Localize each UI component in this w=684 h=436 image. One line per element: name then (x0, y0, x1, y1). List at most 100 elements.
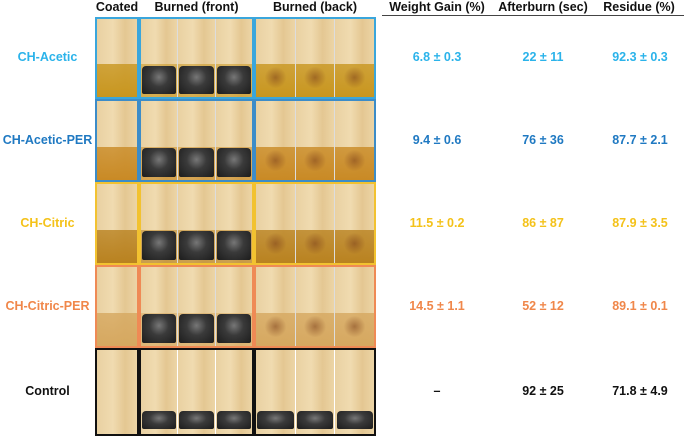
char-layer (179, 314, 214, 343)
wood-sample (141, 19, 178, 97)
wood-sample (178, 184, 215, 263)
afterburn-value: 76 ± 36 (522, 132, 564, 147)
coated-photo (95, 182, 139, 265)
sample-row: CH-Citric-PER 14.5 ± 1.1 52 ± 12 89.1 ± 0.… (0, 265, 684, 348)
wood-sample (97, 101, 137, 180)
wood-sample (295, 184, 335, 263)
weight-gain-value: 6.8 ± 0.3 (412, 50, 462, 64)
residue-value: 87.7 ± 2.1 (612, 132, 668, 147)
sample-photos (95, 182, 376, 265)
wood-sample (178, 350, 215, 434)
sample-label: CH-Acetic-PER (2, 132, 93, 147)
header-burned-back: Burned (back) (272, 0, 358, 14)
wood-sample (256, 267, 295, 346)
char-layer (179, 410, 214, 429)
wood-sample (335, 350, 374, 434)
wood-sample (256, 101, 295, 180)
coated-photo (95, 265, 139, 348)
header-residue: Residue (%) (603, 0, 675, 14)
char-layer (216, 314, 251, 343)
wood-sample (178, 19, 215, 97)
char-layer (216, 231, 251, 260)
wood-sample (335, 19, 374, 97)
table-header-rule (382, 15, 684, 16)
coated-photo (95, 348, 139, 436)
char-layer (216, 148, 251, 177)
header-burned-front: Burned (front) (154, 0, 239, 14)
burned-back-photo (254, 99, 376, 182)
wood-sample (295, 101, 335, 180)
wood-sample (256, 19, 295, 97)
burned-front-photo (139, 17, 254, 99)
weight-gain-value: – (433, 384, 441, 398)
char-layer (179, 65, 214, 94)
header-afterburn: Afterburn (sec) (498, 0, 588, 14)
wood-sample (141, 350, 178, 434)
char-layer (179, 148, 214, 177)
weight-gain-value: 11.5 ± 0.2 (409, 215, 465, 230)
coated-photo (95, 99, 139, 182)
burned-front-photo (139, 99, 254, 182)
wood-sample (178, 101, 215, 180)
burned-back-photo (254, 182, 376, 265)
wood-sample (141, 184, 178, 263)
wood-sample (97, 184, 137, 263)
sample-photos (95, 99, 376, 182)
char-layer (142, 314, 177, 343)
char-layer (216, 65, 251, 94)
char-layer (142, 231, 177, 260)
afterburn-value: 52 ± 12 (522, 298, 564, 313)
sample-row: CH-Acetic-PER 9.4 ± 0.6 76 ± 36 87.7 ± 2.1 (0, 99, 684, 182)
wood-sample (97, 267, 137, 346)
coated-photo (95, 17, 139, 99)
wood-sample (295, 19, 335, 97)
afterburn-value: 92 ± 25 (522, 384, 564, 398)
burned-front-photo (139, 348, 254, 436)
burned-back-photo (254, 348, 376, 436)
afterburn-value: 86 ± 87 (522, 215, 564, 230)
sample-row: CH-Citric 11.5 ± 0.2 86 ± 87 87.9 ± 3.5 (0, 182, 684, 265)
burned-front-photo (139, 182, 254, 265)
char-layer (296, 410, 334, 429)
wood-sample (295, 350, 335, 434)
wood-sample (97, 19, 137, 97)
wood-sample (215, 19, 252, 97)
wood-sample (97, 350, 137, 434)
wood-sample (215, 101, 252, 180)
sample-label: CH-Citric-PER (5, 298, 90, 313)
wood-sample (256, 184, 295, 263)
char-layer (142, 65, 177, 94)
sample-photos (95, 265, 376, 348)
sample-photos (95, 17, 376, 99)
wood-sample (335, 184, 374, 263)
wood-sample (178, 267, 215, 346)
char-layer (216, 410, 251, 429)
weight-gain-value: 14.5 ± 1.1 (409, 298, 465, 313)
char-layer (142, 148, 177, 177)
wood-sample (256, 350, 295, 434)
header-weight-gain: Weight Gain (%) (389, 0, 485, 14)
wood-sample (141, 267, 178, 346)
char-layer (142, 410, 177, 429)
residue-value: 89.1 ± 0.1 (612, 298, 668, 313)
wood-sample (215, 350, 252, 434)
burned-front-photo (139, 265, 254, 348)
sample-row: Control – 92 ± 25 71.8 ± 4.9 (0, 348, 684, 436)
residue-value: 92.3 ± 0.3 (612, 50, 668, 64)
char-layer (336, 410, 373, 429)
sample-photos (95, 348, 376, 436)
sample-label: CH-Acetic (17, 50, 78, 64)
wood-sample (335, 101, 374, 180)
residue-value: 71.8 ± 4.9 (612, 384, 668, 398)
sample-label: CH-Citric (20, 215, 75, 230)
char-layer (257, 410, 294, 429)
wood-sample (215, 184, 252, 263)
sample-row: CH-Acetic 6.8 ± 0.3 22 ± 11 92.3 ± 0.3 (0, 17, 684, 99)
wood-sample (215, 267, 252, 346)
residue-value: 87.9 ± 3.5 (612, 215, 668, 230)
afterburn-value: 22 ± 11 (522, 50, 564, 64)
wood-sample (141, 101, 178, 180)
sample-label: Control (25, 384, 70, 398)
burned-back-photo (254, 17, 376, 99)
